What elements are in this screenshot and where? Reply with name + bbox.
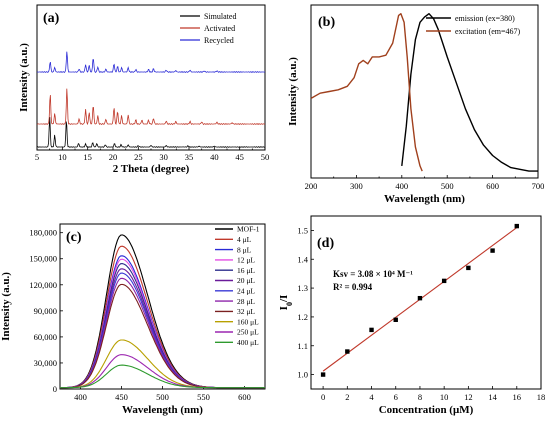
panel-d: 0 2 4 6 8 10 12 14 16 18 1.0 1.1 1.2 1.3 1.4 1.5 Concent… <box>278 215 546 416</box>
x-tick-label: 2 <box>345 392 349 402</box>
y-axis-label: Intensity (a.u.) <box>18 43 30 112</box>
y-tick-label: 1.1 <box>297 341 308 351</box>
series-line-recycled <box>37 51 266 74</box>
legend-label: 250 μL <box>237 328 259 337</box>
series-line-simulated <box>36 117 266 148</box>
data-point <box>393 317 398 322</box>
series-line <box>60 364 265 389</box>
y-axis-label: I0/I <box>278 295 294 311</box>
panel-label: (b) <box>318 15 335 30</box>
legend-label: 28 μL <box>237 297 255 306</box>
plot-frame <box>59 223 266 390</box>
y-tick-label: 1.2 <box>297 312 308 322</box>
legend-label: 8 μL <box>237 245 252 254</box>
data-point <box>345 349 350 354</box>
plot-frame <box>310 215 542 390</box>
panel-b: 200 300 400 500 600 700 Wavelength (nm) Intensi… <box>287 4 545 205</box>
panel-label: (a) <box>43 11 60 26</box>
x-tick-label: 550 <box>197 392 210 402</box>
y-tick-label: 0 <box>53 384 57 394</box>
y-tick-label: 1.0 <box>297 370 308 380</box>
panel-c: 400 450 500 550 600 0 30,000 60,000 90,000 120,00… <box>0 223 266 416</box>
legend-label: 20 μL <box>237 276 255 285</box>
legend-label: MOF-1 <box>237 225 260 234</box>
y-tick-label: 180,000 <box>29 228 57 238</box>
x-tick-label: 10 <box>58 152 67 162</box>
x-tick-label: 35 <box>185 152 194 162</box>
x-tick-label: 200 <box>305 181 318 191</box>
series-line-activated <box>36 88 266 126</box>
data-point <box>490 248 495 253</box>
legend-label: 4 μL <box>237 235 252 244</box>
data-point <box>514 223 519 229</box>
x-tick-label: 45 <box>235 152 244 162</box>
y-axis-label: Intensity (a.u.) <box>0 272 12 341</box>
x-tick-label: 450 <box>115 392 128 402</box>
y-tick-label: 150,000 <box>29 254 57 264</box>
annotation: R² = 0.994 <box>333 282 373 292</box>
y-axis-label: Intensity (a.u.) <box>287 57 299 126</box>
x-tick-label: 400 <box>395 181 408 191</box>
x-tick-label: 25 <box>134 152 143 162</box>
x-tick-label: 300 <box>350 181 363 191</box>
panel-label: (d) <box>317 236 334 251</box>
y-tick-label: 1.5 <box>297 225 308 235</box>
x-tick-label: 40 <box>210 152 219 162</box>
x-axis-label: Wavelength (nm) <box>384 193 465 205</box>
legend-label: 32 μL <box>237 307 255 316</box>
legend-label: Recycled <box>204 36 234 45</box>
x-tick-label: 5 <box>35 152 39 162</box>
data-point <box>466 265 471 271</box>
panel-a: 5 10 15 20 25 30 35 40 45 50 2 Theta (degree) Inten… <box>18 4 270 175</box>
series-line <box>401 12 538 172</box>
y-tick-label: 120,000 <box>29 280 57 290</box>
legend-label: excitation (em=467) <box>455 27 520 36</box>
y-tick-label: 90,000 <box>34 306 57 316</box>
series-line <box>59 245 265 389</box>
data-point <box>441 278 447 284</box>
legend-label: Activated <box>204 24 235 33</box>
x-tick-label: 600 <box>486 181 499 191</box>
panel-label: (c) <box>66 230 82 245</box>
legend-label: 24 μL <box>237 287 255 296</box>
x-tick-label: 30 <box>159 152 168 162</box>
data-point <box>369 327 374 333</box>
x-tick-label: 600 <box>238 392 251 402</box>
x-tick-label: 14 <box>488 392 497 402</box>
y-tick-label: 1.4 <box>297 254 308 264</box>
x-axis-label: Concentration (μM) <box>379 404 474 416</box>
legend-label: 16 μL <box>237 266 255 275</box>
x-tick-label: 500 <box>156 392 169 402</box>
x-tick-label: 6 <box>394 392 398 402</box>
legend-label: emission (ex=380) <box>455 14 515 23</box>
y-tick-label: 1.3 <box>297 283 308 293</box>
x-tick-label: 20 <box>109 152 118 162</box>
x-tick-label: 12 <box>464 392 473 402</box>
x-axis-label: Wavelength (nm) <box>122 404 203 416</box>
x-tick-label: 700 <box>532 181 545 191</box>
legend-label: Simulated <box>204 12 236 21</box>
data-point <box>320 372 326 377</box>
x-tick-label: 50 <box>261 152 270 162</box>
annotation: Ksv = 3.08 × 10⁴ M⁻¹ <box>333 269 413 279</box>
legend-label: 160 μL <box>237 317 259 326</box>
series-line <box>59 234 265 389</box>
x-tick-label: 15 <box>83 152 92 162</box>
y-tick-label: 60,000 <box>34 332 57 342</box>
legend-label: 400 μL <box>237 338 259 347</box>
data-point <box>417 295 423 301</box>
legend-label: 12 μL <box>237 256 255 265</box>
x-tick-label: 8 <box>418 392 422 402</box>
x-tick-label: 500 <box>441 181 454 191</box>
x-tick-label: 10 <box>440 392 449 402</box>
x-tick-label: 400 <box>74 392 87 402</box>
x-tick-label: 16 <box>513 392 522 402</box>
x-tick-label: 4 <box>369 392 374 402</box>
x-axis-label: 2 Theta (degree) <box>113 163 190 175</box>
y-tick-label: 30,000 <box>34 358 57 368</box>
x-tick-label: 0 <box>321 392 325 402</box>
x-tick-label: 18 <box>537 392 546 402</box>
series-line <box>310 12 423 172</box>
